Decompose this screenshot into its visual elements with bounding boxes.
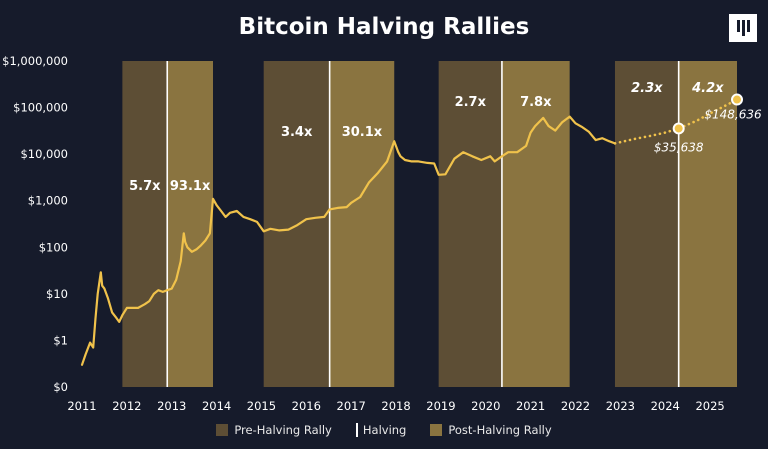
y-tick-label: $100,000 xyxy=(13,101,68,115)
legend-swatch-halving xyxy=(355,423,358,437)
x-tick-label: 2025 xyxy=(695,399,724,413)
band-label-1: 93.1x xyxy=(170,179,211,194)
legend-swatch-pre xyxy=(216,424,229,436)
band-label-4: 2.7x xyxy=(455,95,487,110)
band-label-6: 2.3x xyxy=(631,81,663,96)
chart-legend: Pre-Halving Rally Halving Post-Halving R… xyxy=(0,423,768,437)
legend-swatch-post xyxy=(430,424,443,436)
band-pre-6 xyxy=(614,61,679,387)
y-tick-label: $1 xyxy=(53,333,68,347)
band-pre-4 xyxy=(438,61,502,387)
x-tick-label: 2018 xyxy=(381,399,410,413)
band-pre-2 xyxy=(263,61,330,387)
band-post-1 xyxy=(167,61,213,387)
y-tick-label: $1,000,000 xyxy=(2,54,68,68)
projection-label-1: $148,636 xyxy=(704,108,762,122)
legend-item-post: Post-Halving Rally xyxy=(430,423,552,437)
projection-point-1 xyxy=(731,93,743,106)
band-label-5: 7.8x xyxy=(520,95,552,110)
projection-label-0: $35,638 xyxy=(654,140,704,154)
legend-label-post: Post-Halving Rally xyxy=(448,423,552,437)
y-tick-label: $10 xyxy=(46,287,68,301)
projection-point-0 xyxy=(672,122,685,135)
band-post-5 xyxy=(501,61,570,387)
x-tick-label: 2023 xyxy=(606,399,635,413)
band-pre-0 xyxy=(122,61,168,387)
legend-label-halving: Halving xyxy=(362,423,407,437)
x-tick-label: 2022 xyxy=(561,399,590,413)
band-label-7: 4.2x xyxy=(691,81,724,96)
x-tick-label: 2020 xyxy=(471,399,500,413)
x-tick-label: 2017 xyxy=(337,399,366,413)
legend-item-halving: Halving xyxy=(355,423,407,437)
legend-label-pre: Pre-Halving Rally xyxy=(234,423,332,437)
x-tick-label: 2013 xyxy=(157,399,186,413)
y-tick-label: $10,000 xyxy=(20,147,68,161)
legend-item-pre: Pre-Halving Rally xyxy=(216,423,332,437)
pantera-logo-icon xyxy=(729,14,757,42)
y-tick-label: $0 xyxy=(53,380,68,394)
band-label-0: 5.7x xyxy=(129,179,161,194)
x-tick-label: 2024 xyxy=(651,399,680,413)
y-tick-label: $100 xyxy=(39,240,68,254)
x-tick-label: 2019 xyxy=(426,399,455,413)
x-tick-label: 2016 xyxy=(292,399,321,413)
y-tick-label: $1,000 xyxy=(28,194,68,208)
price-line xyxy=(80,115,617,366)
band-label-2: 3.4x xyxy=(281,125,313,140)
band-label-3: 30.1x xyxy=(342,125,383,140)
x-tick-label: 2014 xyxy=(202,399,231,413)
x-tick-label: 2012 xyxy=(112,399,141,413)
x-tick-label: 2015 xyxy=(247,399,276,413)
chart-title: Bitcoin Halving Rallies xyxy=(238,14,530,40)
band-post-3 xyxy=(329,61,395,387)
x-tick-label: 2021 xyxy=(516,399,545,413)
x-tick-label: 2011 xyxy=(67,399,96,413)
